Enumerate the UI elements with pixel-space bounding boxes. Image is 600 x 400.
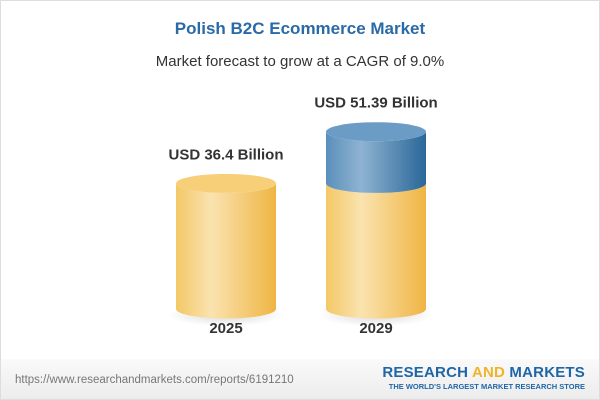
bar-top-cap [326,122,426,142]
bar-growth-segment [326,131,426,193]
footer: https://www.researchandmarkets.com/repor… [1,359,599,399]
cylinder-chart: USD 36.4 Billion USD 51.39 Billion 2025 … [168,95,438,337]
data-label: USD 51.39 Billion [314,95,437,112]
logo-text: AND [471,364,506,381]
bar-base-segment [326,183,426,319]
chart-title: Polish B2C Ecommerce Market [174,19,426,38]
logo-tagline: THE WORLD'S LARGEST MARKET RESEARCH STOR… [388,382,585,391]
bar-top-cap [176,173,276,193]
chart-subtitle: Market forecast to grow at a CAGR of 9.0… [155,53,445,70]
research-and-markets-logo: RESEARCH AND MARKETS THE WORLD'S LARGEST… [382,364,585,391]
x-tick-label: 2025 [209,320,242,337]
source-url[interactable]: https://www.researchandmarkets.com/repor… [15,374,294,386]
logo-text: RESEARCH [382,364,472,381]
x-tick-label: 2029 [359,320,392,337]
data-label: USD 36.4 Billion [168,146,283,163]
logo-text: MARKETS [505,364,585,381]
bar-base-segment [176,183,276,319]
